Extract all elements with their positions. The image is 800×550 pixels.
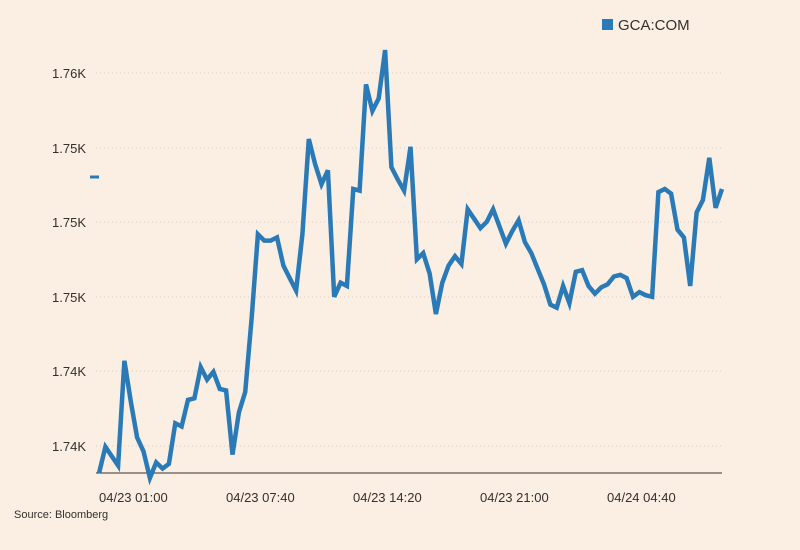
x-tick-label: 04/24 04:40: [607, 490, 676, 505]
y-tick-label: 1.75K: [52, 290, 86, 305]
x-tick-label: 04/23 07:40: [226, 490, 295, 505]
y-tick-label: 1.75K: [52, 141, 86, 156]
y-tick-label: 1.74K: [52, 439, 86, 454]
legend: GCA:COM: [602, 17, 690, 34]
x-tick-label: 04/23 14:20: [353, 490, 422, 505]
x-axis-ticks: 04/23 01:00 04/23 07:40 04/23 14:20 04/23 2…: [99, 490, 676, 505]
y-tick-label: 1.75K: [52, 215, 86, 230]
legend-label: GCA:COM: [618, 17, 690, 34]
source-note: Source: Bloomberg: [14, 509, 109, 521]
grid-lines: [96, 72, 722, 447]
x-tick-label: 04/23 21:00: [480, 490, 549, 505]
x-tick-label: 04/23 01:00: [99, 490, 168, 505]
legend-swatch: [602, 19, 613, 30]
y-axis-ticks: 1.76K 1.75K 1.75K 1.75K 1.74K 1.74K: [52, 66, 86, 454]
y-tick-label: 1.74K: [52, 364, 86, 379]
y-tick-label: 1.76K: [52, 66, 86, 81]
series-line-gca-com: [96, 49, 725, 486]
